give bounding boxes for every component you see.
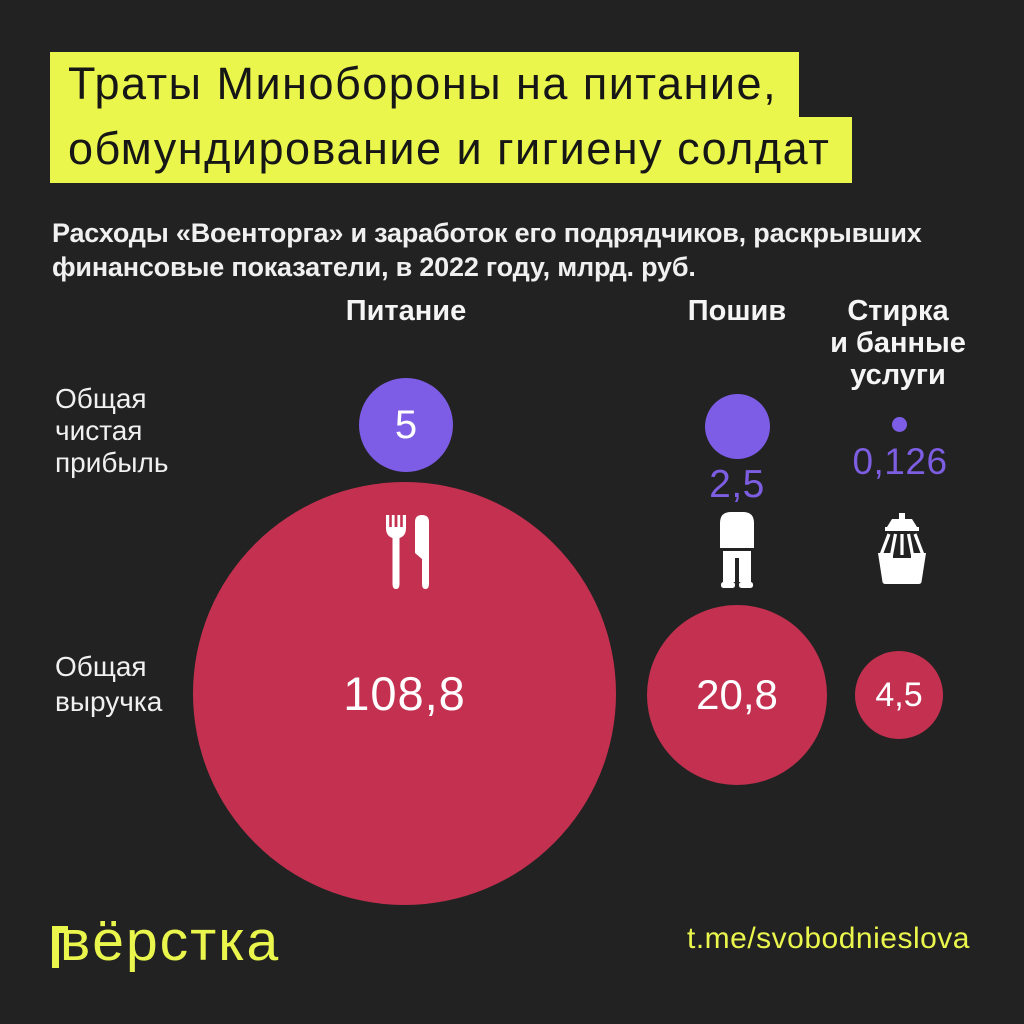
value-revenue-sewing: 20,8 <box>696 671 778 718</box>
bubble-profit-sewing <box>705 394 770 459</box>
bubble-profit-laundry <box>892 417 907 432</box>
column-header-laundry: Стирка и банные услуги <box>817 295 979 391</box>
subtitle: Расходы «Военторга» и заработок его подр… <box>52 218 922 282</box>
shower-icon <box>874 513 930 585</box>
column-header-laundry-line1: Стирка <box>847 295 949 327</box>
title-line-1: Траты Минобороны на питание, <box>50 52 800 118</box>
value-revenue-food: 108,8 <box>343 667 466 720</box>
title-line-2: обмундирование и гигиену солдат <box>50 117 853 183</box>
logo-mark-icon <box>52 926 68 968</box>
bubble-revenue-sewing: 20,8 <box>647 605 827 785</box>
fork-knife-icon <box>386 515 430 589</box>
column-header-laundry-line3: услуги <box>850 359 946 391</box>
value-profit-food: 5 <box>394 402 418 447</box>
bubble-revenue-laundry: 4,5 <box>855 651 943 739</box>
row-label-revenue: Общая выручка <box>55 651 163 717</box>
uniform-icon <box>716 512 758 588</box>
value-profit-laundry: 0,126 <box>852 441 948 482</box>
value-profit-sewing: 2,5 <box>709 463 765 506</box>
value-revenue-laundry: 4,5 <box>875 675 923 714</box>
verstka-logo: вёрстка <box>52 908 280 974</box>
column-header-laundry-line2: и банные <box>830 327 966 359</box>
telegram-link[interactable]: t.me/svobodnieslova <box>687 922 970 955</box>
bubble-profit-food: 5 <box>359 378 453 472</box>
logo-text: вёрстка <box>60 909 281 973</box>
column-header-sewing: Пошив <box>687 295 787 327</box>
row-label-net-profit: Общая чистая прибыль <box>55 383 169 478</box>
bubble-revenue-food: 108,8 <box>193 482 616 905</box>
column-header-food: Питание <box>345 295 467 327</box>
page-title: Траты Минобороны на питание, обмундирова… <box>50 52 853 183</box>
